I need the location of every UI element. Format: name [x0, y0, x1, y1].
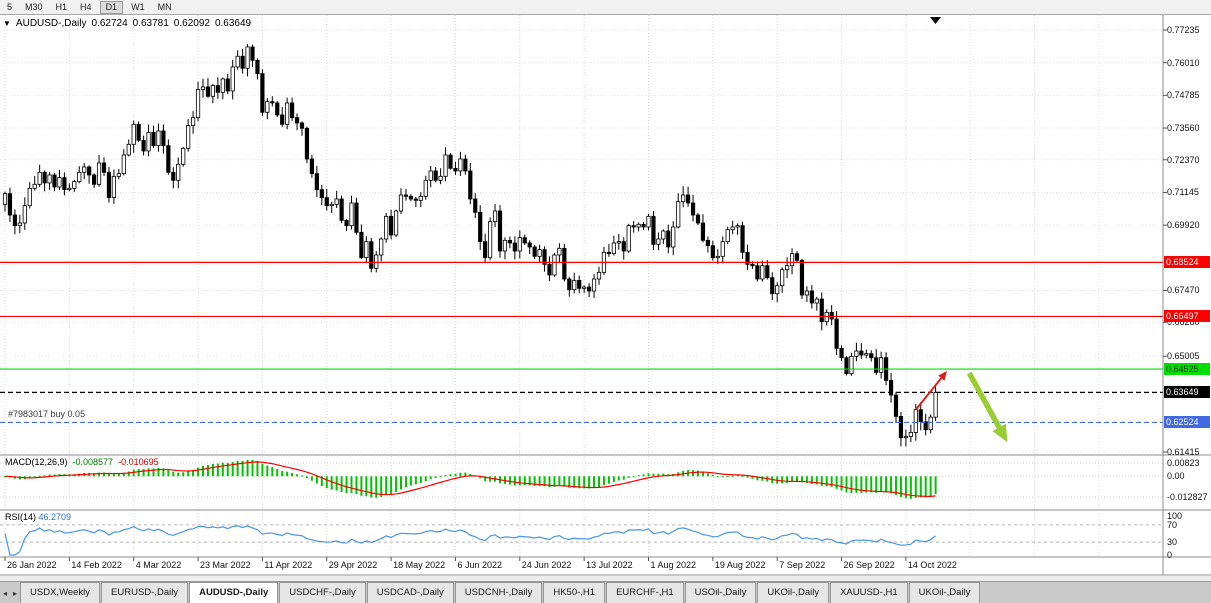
chart-shift-marker-icon[interactable]	[930, 17, 941, 24]
timeframe-button-5[interactable]: 5	[7, 1, 13, 12]
chart-tab-10-xauusd-h1[interactable]: XAUUSD-,H1	[830, 582, 908, 603]
candles-layer	[2, 43, 938, 447]
chart-tab-2-audusd-daily[interactable]: AUDUSD-,Daily	[189, 582, 279, 603]
macd-layer	[0, 459, 1163, 499]
grid-layer	[0, 15, 1163, 557]
chart-tab-11-ukoil-daily[interactable]: UKOil-,Daily	[908, 582, 981, 603]
chart-tab-8-usoil-daily[interactable]: USOil-,Daily	[684, 582, 757, 603]
chart-tab-6-hk50-h1[interactable]: HK50-,H1	[543, 582, 606, 603]
chart-tab-5-usdcnh-daily[interactable]: USDCNH-,Daily	[454, 582, 543, 603]
timeframe-button-w1[interactable]: W1	[131, 1, 145, 12]
axis-ticks	[4, 29, 1167, 561]
timeframe-button-m30[interactable]: M30	[25, 1, 43, 12]
timeframe-button-d1[interactable]: D1	[99, 0, 124, 14]
timeframe-button-mn[interactable]: MN	[157, 1, 172, 12]
red-up-arrow[interactable]	[915, 377, 943, 411]
level-lines-layer	[0, 261, 1163, 424]
chart-tab-1-eurusd-daily[interactable]: EURUSD-,Daily	[101, 582, 189, 603]
timeframe-toolbar: 5 M30 H1 H4 D1 W1 MN	[0, 0, 1211, 15]
red-up-arrow-head[interactable]	[938, 371, 947, 381]
chart-tab-bar: ◂ ▸ USDX,Weekly EURUSD-,Daily AUDUSD-,Daily U…	[0, 581, 1211, 603]
rsi-layer	[0, 524, 1163, 556]
timeframe-button-h1[interactable]: H1	[55, 1, 68, 12]
annotations-layer	[915, 371, 1008, 443]
chart-tab-4-usdcad-daily[interactable]: USDCAD-,Daily	[366, 582, 454, 603]
chart-tab-0-usdx-weekly[interactable]: USDX,Weekly	[20, 582, 101, 603]
green-down-arrow-head[interactable]	[992, 423, 1008, 443]
tab-scroll-right-button[interactable]: ▸	[13, 589, 18, 598]
chart-tab-9-ukoil-daily[interactable]: UKOil-,Daily	[757, 582, 830, 603]
chart-tab-7-eurchf-h1[interactable]: EURCHF-,H1	[606, 582, 684, 603]
tab-scroll-left-button[interactable]: ◂	[3, 589, 8, 598]
timeframe-button-h4[interactable]: H4	[80, 1, 92, 12]
status-strip	[0, 576, 1211, 581]
chart-tab-3-usdchf-daily[interactable]: USDCHF-,Daily	[279, 582, 366, 603]
panel-separators	[0, 15, 1211, 576]
green-down-arrow[interactable]	[966, 371, 1002, 429]
